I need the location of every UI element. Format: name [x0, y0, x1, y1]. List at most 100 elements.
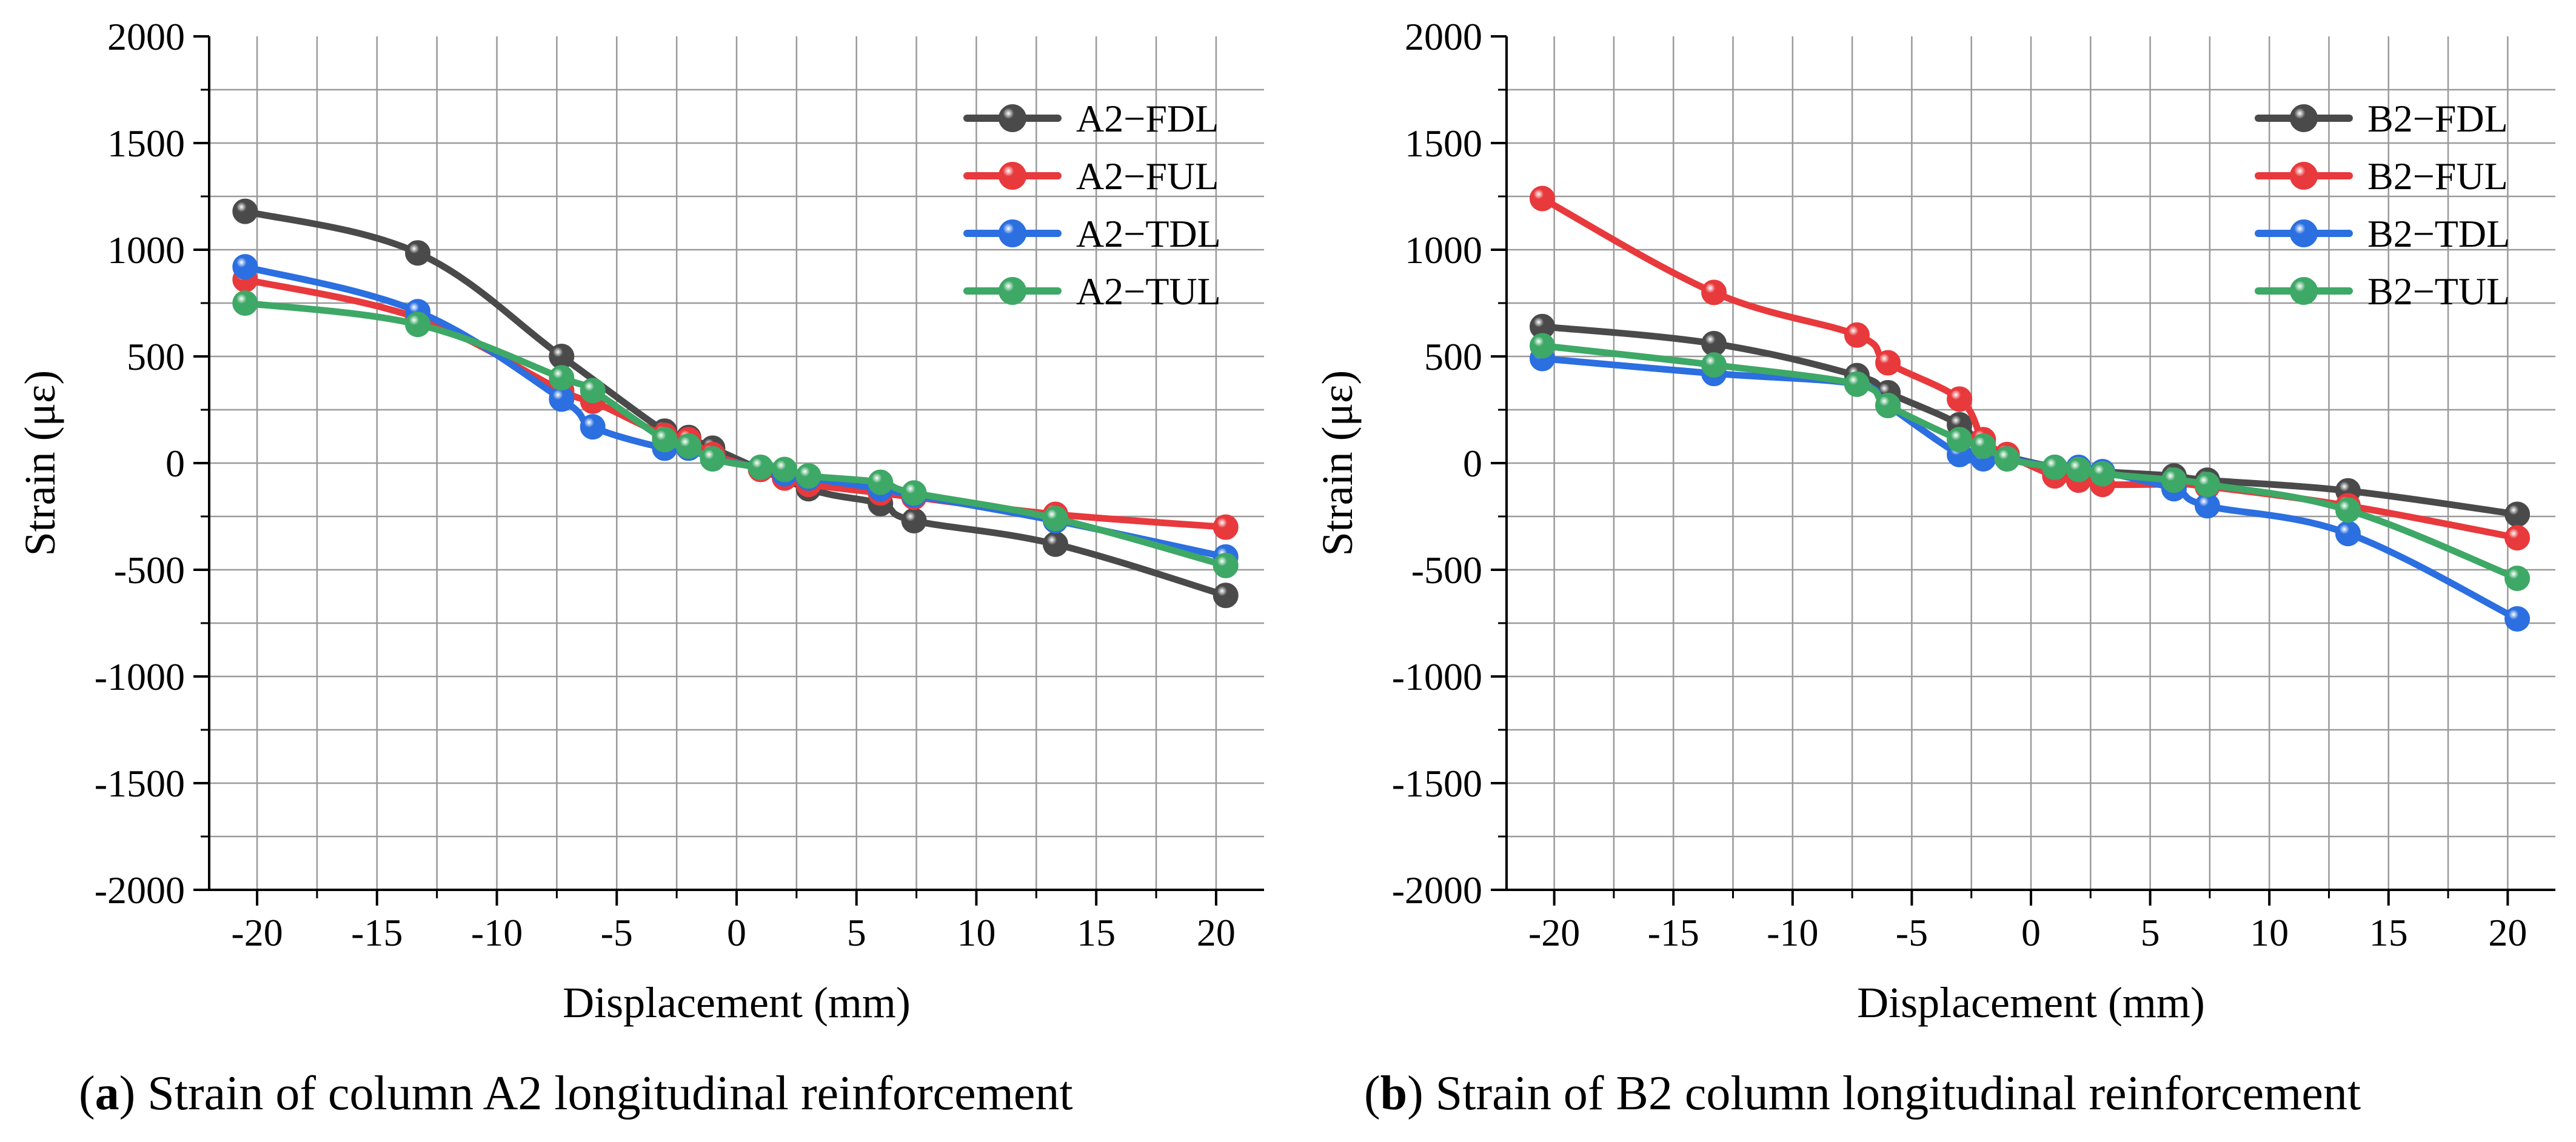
- data-point: [405, 240, 431, 266]
- caption-text: Strain of B2 column longitudinal reinfor…: [1423, 1067, 2361, 1120]
- data-point: [2504, 525, 2531, 551]
- data-point: [901, 508, 927, 534]
- y-tick-label: -2000: [95, 869, 185, 912]
- y-tick-label: 500: [127, 335, 185, 378]
- data-point: [1875, 392, 1901, 418]
- x-tick-label: 5: [847, 911, 866, 954]
- legend-label: A2−FUL: [1076, 155, 1219, 198]
- legend-marker: [2290, 277, 2318, 305]
- data-point: [580, 378, 606, 404]
- data-point: [1844, 322, 1870, 348]
- data-point: [2042, 455, 2068, 481]
- y-axis-label: Strain (με): [1313, 370, 1362, 556]
- y-tick-label: 1500: [1405, 122, 1482, 165]
- y-tick-label: 500: [1424, 335, 1482, 378]
- legend-label: B2−FUL: [2367, 155, 2508, 198]
- x-tick-label: 15: [2369, 911, 2408, 954]
- legend-marker: [2290, 162, 2318, 190]
- x-axis-label: Displacement (mm): [1857, 978, 2205, 1027]
- data-point: [1042, 506, 1068, 532]
- data-point: [1947, 427, 1973, 453]
- data-point: [2161, 467, 2187, 493]
- x-tick-label: -5: [1896, 911, 1928, 954]
- legend-marker: [999, 104, 1026, 132]
- x-axis-label: Displacement (mm): [563, 978, 911, 1027]
- data-point: [2335, 497, 2361, 523]
- data-point: [1701, 352, 1727, 378]
- data-point: [1213, 583, 1239, 609]
- data-point: [1844, 371, 1870, 397]
- y-tick-label: -1500: [95, 762, 185, 805]
- y-tick-label: -500: [1411, 549, 1482, 592]
- x-tick-label: 20: [1197, 911, 1236, 954]
- y-tick-label: 1500: [107, 122, 185, 165]
- x-tick-label: -10: [471, 911, 523, 954]
- y-tick-label: -1500: [1392, 762, 1482, 805]
- series-B2−TDL: [1529, 346, 2531, 632]
- caption: (a) Strain of column A2 longitudinal rei…: [79, 1067, 1073, 1120]
- legend-label: B2−TDL: [2367, 212, 2510, 255]
- data-point: [1994, 446, 2020, 472]
- x-tick-label: 10: [2250, 911, 2289, 954]
- data-point: [2194, 493, 2220, 519]
- data-point: [2504, 606, 2531, 632]
- legend-label: B2−FDL: [2367, 97, 2508, 140]
- caption-paren-open: (: [1364, 1067, 1380, 1120]
- y-tick-label: -2000: [1392, 869, 1482, 912]
- y-tick-label: -1000: [1392, 655, 1482, 698]
- legend-label: A2−TUL: [1076, 270, 1221, 313]
- chart-panel-a: -20 -15 -10 -5 0 5 10 15 20 2000 1500 1000 500 0 -500 -…: [16, 15, 1264, 1120]
- legend-marker: [999, 162, 1026, 190]
- y-tick-label: 0: [1463, 442, 1482, 485]
- y-tick-label: 0: [166, 442, 185, 485]
- data-point: [2066, 456, 2092, 483]
- caption-paren-open: (: [79, 1067, 95, 1120]
- caption-letter: b: [1380, 1067, 1408, 1120]
- data-point: [1875, 350, 1901, 376]
- data-point: [675, 433, 701, 459]
- y-tick-label: -500: [114, 549, 185, 592]
- y-axis-label: Strain (με): [16, 370, 64, 556]
- series-B2−FDL: [1529, 313, 2531, 527]
- data-point: [2194, 472, 2220, 498]
- series-A2−FDL: [232, 198, 1239, 609]
- data-point: [232, 290, 258, 316]
- legend-label: B2−TUL: [2367, 270, 2510, 313]
- caption-paren-close: ): [1407, 1067, 1423, 1120]
- x-tick-label: -20: [231, 911, 283, 954]
- x-tick-label: -15: [1648, 911, 1699, 954]
- data-point: [1213, 552, 1239, 578]
- y-tick-label: 1000: [107, 229, 185, 272]
- x-tick-label: 0: [727, 911, 746, 954]
- legend: B2−FDL B2−FUL B2−TDL B2−TUL: [2255, 97, 2510, 313]
- series-line: [241, 299, 1229, 569]
- data-point: [1042, 531, 1068, 557]
- data-point: [1701, 330, 1727, 356]
- legend: A2−FDL A2−FUL A2−TDL A2−TUL: [963, 97, 1221, 313]
- data-point: [795, 463, 821, 489]
- caption-letter: a: [95, 1067, 119, 1120]
- data-point: [1213, 514, 1239, 540]
- data-point: [1701, 279, 1727, 306]
- data-point: [748, 455, 774, 481]
- data-point: [549, 386, 575, 412]
- data-point: [1529, 185, 1555, 212]
- series-A2−TUL: [232, 290, 1239, 578]
- x-tick-label: -10: [1767, 911, 1818, 954]
- x-tick-label: -5: [601, 911, 633, 954]
- data-point: [232, 198, 258, 224]
- legend-label: A2−TDL: [1076, 212, 1221, 255]
- data-point: [580, 414, 606, 440]
- y-tick-label: 2000: [107, 15, 185, 58]
- x-tick-label: -15: [351, 911, 403, 954]
- data-point: [652, 427, 678, 453]
- series-line: [241, 208, 1229, 599]
- y-tick-label: -1000: [95, 655, 185, 698]
- data-point: [549, 344, 575, 369]
- chart-panel-b: -20 -15 -10 -5 0 5 10 15 20 2000 1500 1000 500 0 -500 -…: [1313, 15, 2555, 1120]
- data-point: [549, 365, 575, 391]
- data-point: [2504, 566, 2531, 592]
- y-tick-label: 2000: [1405, 15, 1482, 58]
- series-line: [1539, 342, 2521, 582]
